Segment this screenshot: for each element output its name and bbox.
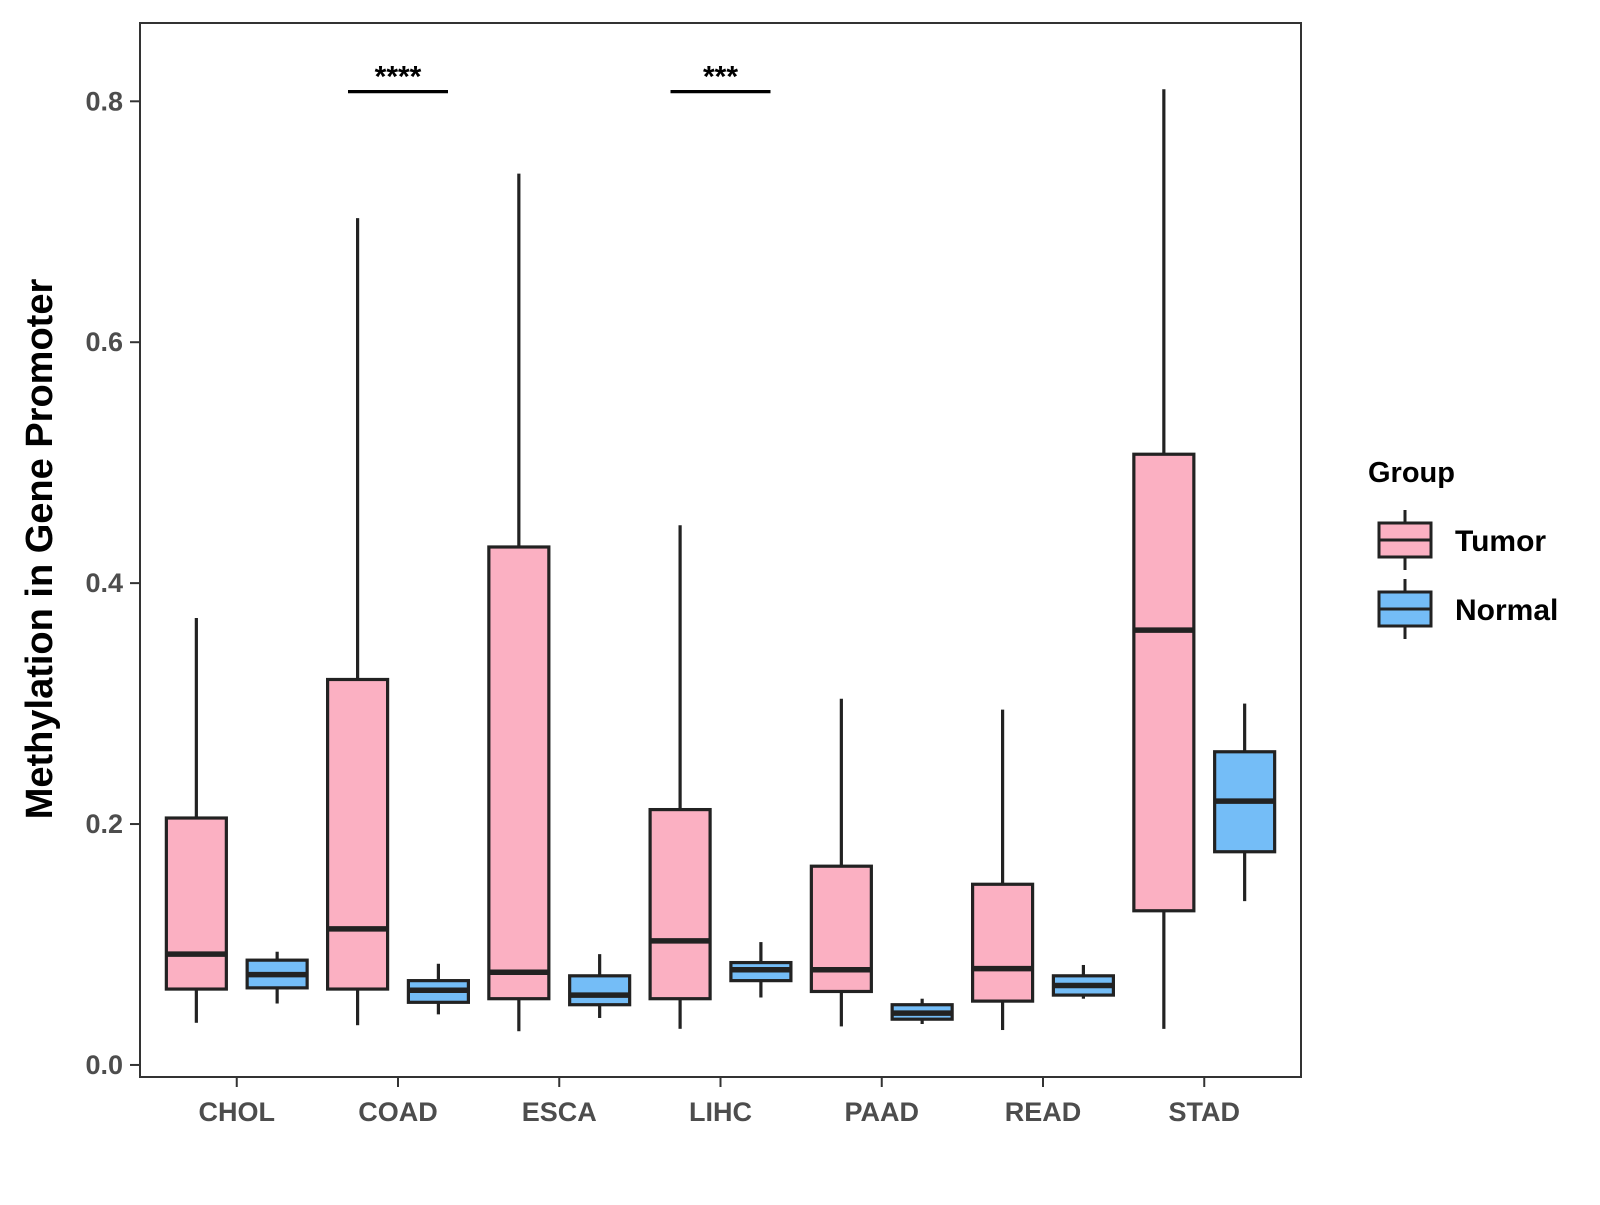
box-normal-lihc xyxy=(729,942,793,998)
annotation-layer: **** *** xyxy=(348,61,771,94)
x-tick-label-chol: CHOL xyxy=(199,1097,276,1127)
box-body-tumor-esca xyxy=(487,545,551,1001)
y-tick-label: 0.8 xyxy=(85,86,123,116)
box-tumor-paad xyxy=(809,698,873,1027)
box-normal-paad xyxy=(890,998,954,1024)
box-tumor-coad xyxy=(326,218,390,1026)
axis-layer: 0.0 0.2 0.4 0.6 0.8 CHOL COAD ESCA LIHC PAAD READ S… xyxy=(85,86,1240,1127)
legend-item-tumor: Tumor xyxy=(1377,510,1546,570)
plot-panel-border xyxy=(139,22,1302,1078)
box-normal-coad xyxy=(406,963,470,1015)
box-normal-stad xyxy=(1213,703,1277,902)
box-layer xyxy=(164,89,1277,1032)
box-tumor-lihc xyxy=(648,525,712,1029)
significance-label-lihc: *** xyxy=(703,61,738,94)
box-normal-read xyxy=(1051,964,1116,999)
box-body-normal-esca xyxy=(568,974,632,1007)
box-body-tumor-read xyxy=(970,882,1035,1003)
x-tick-label-lihc: LIHC xyxy=(689,1097,752,1127)
legend-title: Group xyxy=(1368,457,1455,489)
x-tick-label-esca: ESCA xyxy=(522,1097,597,1127)
box-body-tumor-coad xyxy=(326,677,390,991)
box-tumor-stad xyxy=(1132,89,1196,1029)
legend: Group Tumor Normal xyxy=(1368,457,1558,639)
y-tick-label: 0.4 xyxy=(85,568,123,598)
x-tick-label-coad: COAD xyxy=(358,1097,438,1127)
x-tick-label-paad: PAAD xyxy=(844,1097,919,1127)
box-body-tumor-chol xyxy=(164,816,228,991)
significance-label-coad: **** xyxy=(375,61,422,94)
plot-area xyxy=(139,22,1302,1078)
box-normal-chol xyxy=(245,951,309,1004)
box-tumor-read xyxy=(970,709,1035,1031)
box-normal-esca xyxy=(568,954,632,1018)
y-tick-label: 0.0 xyxy=(85,1050,123,1080)
box-tumor-chol xyxy=(164,618,228,1023)
box-tumor-esca xyxy=(487,173,551,1032)
x-tick-label-read: READ xyxy=(1005,1097,1082,1127)
legend-item-normal: Normal xyxy=(1377,579,1558,639)
y-axis-title: Methylation in Gene Promoter xyxy=(19,279,61,820)
legend-label-tumor: Tumor xyxy=(1455,525,1546,558)
box-body-tumor-lihc xyxy=(648,807,712,1001)
y-tick-label: 0.2 xyxy=(85,809,123,839)
box-body-tumor-paad xyxy=(809,864,873,994)
x-tick-label-stad: STAD xyxy=(1169,1097,1241,1127)
legend-label-normal: Normal xyxy=(1455,594,1558,627)
y-tick-label: 0.6 xyxy=(85,327,123,357)
box-body-tumor-stad xyxy=(1132,452,1196,913)
